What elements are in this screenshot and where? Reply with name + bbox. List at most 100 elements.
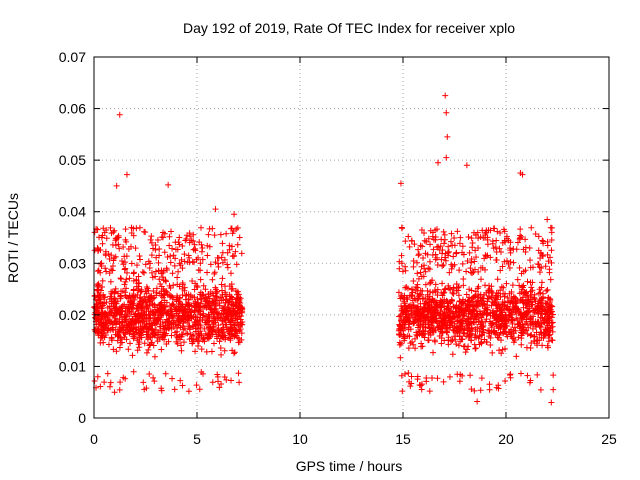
data-point xyxy=(487,341,494,348)
data-point xyxy=(407,308,414,315)
data-point xyxy=(178,347,185,354)
data-point xyxy=(211,269,218,276)
data-point xyxy=(116,316,123,323)
data-point xyxy=(123,171,130,178)
data-point xyxy=(103,235,110,242)
data-point xyxy=(507,306,514,313)
data-point xyxy=(511,324,518,331)
data-point xyxy=(238,321,245,328)
data-point xyxy=(471,341,478,348)
data-point xyxy=(527,279,534,286)
data-point xyxy=(440,378,447,385)
data-point xyxy=(440,261,447,268)
data-point xyxy=(215,378,222,385)
data-point xyxy=(178,316,185,323)
data-point xyxy=(204,334,211,341)
data-point xyxy=(397,323,404,330)
data-point xyxy=(426,280,433,287)
data-point xyxy=(528,331,535,338)
data-point xyxy=(516,290,523,297)
data-point xyxy=(214,310,221,317)
data-point xyxy=(419,323,426,330)
data-point xyxy=(419,243,426,250)
data-point xyxy=(438,340,445,347)
data-point xyxy=(437,297,444,304)
data-point xyxy=(460,343,467,350)
data-point xyxy=(453,281,460,288)
data-point xyxy=(207,323,214,330)
data-point xyxy=(528,320,535,327)
data-point xyxy=(183,236,190,243)
data-point xyxy=(219,275,226,282)
data-point xyxy=(447,238,454,245)
data-point xyxy=(437,243,444,250)
data-point xyxy=(111,310,118,317)
data-point xyxy=(405,326,412,333)
data-point xyxy=(456,267,463,274)
data-point xyxy=(521,289,528,296)
data-point xyxy=(472,231,479,238)
data-point xyxy=(406,333,413,340)
data-point xyxy=(450,285,457,292)
data-point xyxy=(479,302,486,309)
data-point xyxy=(404,296,411,303)
data-point xyxy=(467,337,474,344)
data-point xyxy=(108,309,115,316)
data-point xyxy=(236,309,243,316)
data-point xyxy=(433,226,440,233)
grid xyxy=(94,57,609,418)
data-point xyxy=(162,332,169,339)
data-point xyxy=(418,227,425,234)
data-point xyxy=(454,318,461,325)
data-point xyxy=(547,276,554,283)
data-point xyxy=(203,304,210,311)
data-point xyxy=(130,225,137,232)
data-point xyxy=(480,326,487,333)
data-point xyxy=(232,332,239,339)
data-point xyxy=(224,261,231,268)
data-point xyxy=(105,325,112,332)
data-point xyxy=(415,251,422,258)
data-point xyxy=(101,229,108,236)
data-point xyxy=(438,334,445,341)
data-point xyxy=(448,338,455,345)
data-point xyxy=(175,298,182,305)
data-point xyxy=(198,368,205,375)
data-point xyxy=(481,255,488,262)
data-point xyxy=(118,303,125,310)
data-point xyxy=(455,292,462,299)
data-point xyxy=(126,275,133,282)
data-point xyxy=(128,304,135,311)
data-point xyxy=(122,278,129,285)
data-point xyxy=(218,254,225,261)
data-point xyxy=(94,286,101,293)
data-point xyxy=(427,288,434,295)
data-point xyxy=(510,339,517,346)
data-point xyxy=(407,383,414,390)
data-point xyxy=(507,331,514,338)
data-point xyxy=(229,253,236,260)
data-point xyxy=(123,269,130,276)
data-point xyxy=(506,290,513,297)
data-point xyxy=(419,332,426,339)
data-point xyxy=(143,385,150,392)
data-point xyxy=(468,287,475,294)
data-point xyxy=(515,306,522,313)
data-point xyxy=(535,261,542,268)
data-point xyxy=(401,294,408,301)
data-point xyxy=(235,339,242,346)
data-point xyxy=(497,293,504,300)
data-point xyxy=(133,262,140,269)
data-point xyxy=(156,302,163,309)
data-point xyxy=(398,305,405,312)
data-point xyxy=(446,373,453,380)
data-point xyxy=(473,254,480,261)
y-tick-label: 0.02 xyxy=(59,307,86,323)
data-point xyxy=(543,311,550,318)
data-point xyxy=(538,334,545,341)
data-point xyxy=(423,375,430,382)
data-point xyxy=(209,379,216,386)
data-point xyxy=(222,315,229,322)
data-point xyxy=(103,320,110,327)
data-point xyxy=(209,225,216,232)
